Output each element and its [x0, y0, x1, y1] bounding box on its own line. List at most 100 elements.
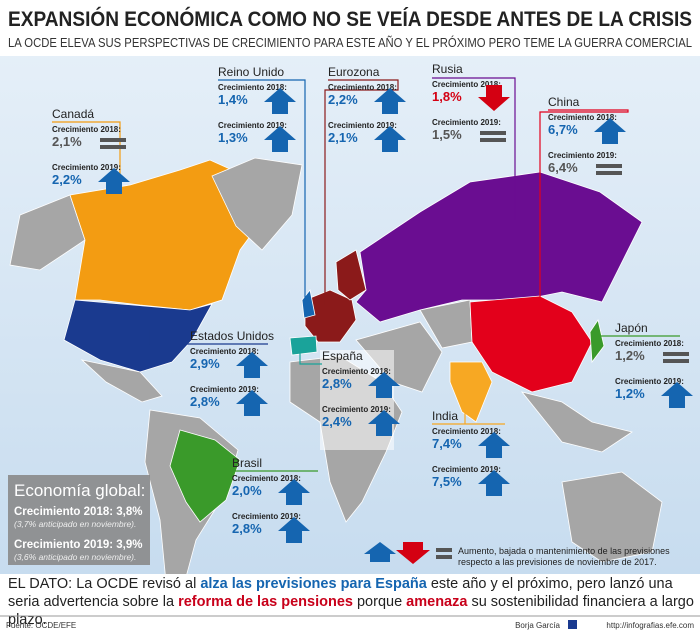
equal-icon [663, 352, 689, 356]
brazil [169, 429, 241, 523]
up-arrow [368, 372, 400, 398]
dato-segment: EL DATO: La OCDE revisó al [8, 576, 201, 592]
india [449, 361, 493, 423]
row-label: Crecimiento 2019: [615, 377, 684, 386]
up-arrow [661, 382, 693, 408]
row-value: 2,2% [52, 172, 82, 187]
subtitle: LA OCDE ELEVA SUS PERSPECTIVAS DE CRECIM… [8, 35, 692, 50]
country-name: Japón [615, 321, 648, 335]
connector [204, 470, 318, 472]
row-label: Crecimiento 2018: [432, 427, 501, 436]
japan [589, 319, 605, 364]
equal-icon [100, 138, 126, 142]
land [9, 157, 663, 574]
mexico [80, 359, 163, 403]
row-label: Crecimiento 2019: [432, 465, 501, 474]
country-name: Brasil [232, 456, 262, 470]
connector [324, 79, 399, 305]
up-arrow [236, 390, 268, 416]
down-arrow [396, 542, 430, 564]
up-arrow [264, 126, 296, 152]
down-arrow [478, 85, 510, 111]
row-value: 2,9% [190, 356, 220, 371]
up-arrow [364, 542, 396, 562]
up-arrow [374, 126, 406, 152]
row-value: 1,8% [432, 89, 462, 104]
global-line: Crecimiento 2018: 3,8% [14, 506, 142, 518]
row-label: Crecimiento 2019: [548, 151, 617, 160]
efe-logo [568, 620, 577, 629]
row-value: 6,7% [548, 122, 578, 137]
spain [289, 335, 318, 356]
legend-text: respecto a las previsiones de noviembre … [458, 557, 657, 567]
dato-segment: amenaza [406, 594, 468, 610]
row-value: 6,4% [548, 160, 578, 175]
author: Borja García [515, 621, 560, 630]
row-label: Crecimiento 2018: [190, 347, 259, 356]
country-name: Canadá [52, 107, 94, 121]
row-value: 2,1% [52, 134, 82, 149]
equal-icon [596, 164, 622, 168]
country-name: India [432, 409, 458, 423]
row-label: Crecimiento 2019: [328, 121, 397, 130]
row-value: 1,2% [615, 386, 645, 401]
connector [432, 77, 516, 220]
dato-segment: alza las previsiones para España [200, 576, 427, 592]
row-value: 2,1% [328, 130, 358, 145]
dato-paragraph: EL DATO: La OCDE revisó al alza las prev… [8, 575, 696, 629]
equal-icon [100, 145, 126, 149]
row-value: 2,0% [232, 483, 262, 498]
connector [539, 109, 629, 300]
eurozone [304, 289, 357, 343]
row-label: Crecimiento 2019: [52, 163, 121, 172]
country-name: Reino Unido [218, 65, 284, 79]
alaska [9, 194, 86, 271]
source: Fuente: OCDE/EFE [6, 621, 76, 630]
row-value: 1,4% [218, 92, 248, 107]
footer: Fuente: OCDE/EFE Borja García http://inf… [0, 615, 700, 630]
dato-segment: porque [352, 594, 407, 610]
scandinavia [335, 249, 367, 301]
up-arrow [264, 88, 296, 114]
country-name: Estados Unidos [190, 329, 274, 343]
row-value: 2,8% [322, 376, 352, 391]
country-name: España [322, 349, 363, 363]
country-name: China [548, 95, 580, 109]
up-arrow [98, 168, 130, 194]
connector [149, 330, 268, 345]
up-arrow [478, 432, 510, 458]
equal-icon [436, 548, 452, 552]
dato-segment: este año y el próximo, pero lanzó una se… [8, 576, 673, 610]
australia [561, 471, 663, 563]
row-label: Crecimiento 2019: [432, 118, 501, 127]
row-value: 1,5% [432, 127, 462, 142]
header-bg [0, 0, 700, 56]
map-graphic: EXPANSIÓN ECONÓMICA COMO NO SE VEÍA DESD… [0, 0, 700, 574]
row-value: 7,5% [432, 474, 462, 489]
row-label: Crecimiento 2018: [52, 125, 121, 134]
up-arrow [594, 118, 626, 144]
row-value: 1,3% [218, 130, 248, 145]
title: EXPANSIÓN ECONÓMICA COMO NO SE VEÍA DESD… [8, 7, 692, 31]
connectors [52, 77, 680, 472]
row-label: Crecimiento 2018: [432, 80, 501, 89]
usa [63, 299, 213, 373]
greenland [211, 157, 303, 251]
row-label: Crecimiento 2018: [218, 83, 287, 92]
country-name: Rusia [432, 62, 463, 76]
legend-icons [364, 542, 452, 564]
dato-segment: reforma de las pensiones [178, 594, 353, 610]
url: http://infografias.efe.com [606, 621, 694, 630]
southeast-asia [520, 391, 633, 453]
up-arrow [278, 517, 310, 543]
row-value: 7,4% [432, 436, 462, 451]
connector [299, 350, 322, 365]
row-value: 2,4% [322, 414, 352, 429]
up-arrow [278, 479, 310, 505]
row-value: 2,8% [232, 521, 262, 536]
russia [355, 171, 643, 323]
equal-icon [596, 171, 622, 175]
up-arrow [374, 88, 406, 114]
global-note: (3,6% anticipado en noviembre). [14, 552, 136, 562]
